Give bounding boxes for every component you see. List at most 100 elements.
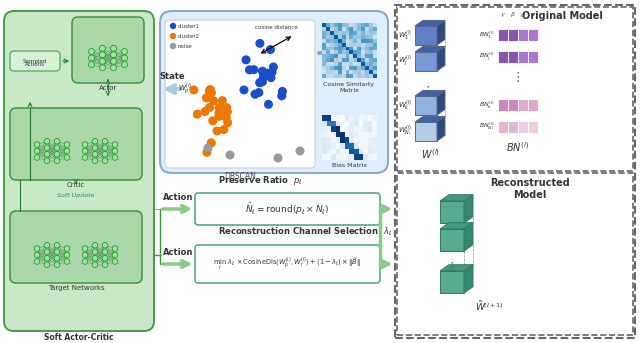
Text: $W_j^{(l)}$: $W_j^{(l)}$ bbox=[398, 54, 412, 69]
Circle shape bbox=[64, 246, 70, 251]
FancyBboxPatch shape bbox=[10, 51, 60, 71]
Text: Cosine Similarty
Matrix: Cosine Similarty Matrix bbox=[323, 82, 374, 93]
Circle shape bbox=[223, 104, 230, 111]
Circle shape bbox=[259, 68, 266, 75]
Text: $\tilde{W}^{(l+1)}$: $\tilde{W}^{(l+1)}$ bbox=[475, 299, 504, 313]
Circle shape bbox=[215, 113, 223, 120]
Circle shape bbox=[82, 252, 88, 258]
Bar bbox=[528, 121, 538, 133]
Circle shape bbox=[54, 262, 60, 268]
Circle shape bbox=[54, 139, 60, 144]
Circle shape bbox=[34, 148, 40, 154]
Circle shape bbox=[34, 142, 40, 147]
FancyBboxPatch shape bbox=[10, 211, 142, 283]
Circle shape bbox=[112, 246, 118, 251]
Polygon shape bbox=[437, 20, 445, 45]
Polygon shape bbox=[437, 116, 445, 141]
Circle shape bbox=[111, 45, 116, 51]
Circle shape bbox=[111, 52, 116, 58]
Circle shape bbox=[269, 63, 277, 71]
Polygon shape bbox=[440, 223, 473, 229]
Text: DBSCAN: DBSCAN bbox=[224, 172, 256, 181]
Bar bbox=[395, 5, 635, 338]
Circle shape bbox=[203, 94, 210, 102]
Bar bbox=[528, 29, 538, 41]
FancyBboxPatch shape bbox=[165, 20, 315, 168]
Circle shape bbox=[213, 127, 221, 135]
Circle shape bbox=[44, 249, 50, 255]
Circle shape bbox=[54, 158, 60, 164]
Text: $BN^{(l)}$: $BN^{(l)}$ bbox=[506, 140, 530, 154]
Circle shape bbox=[222, 114, 230, 121]
Circle shape bbox=[64, 259, 70, 264]
Circle shape bbox=[205, 87, 213, 95]
Text: $\hat{N}_\ell = \mathrm{round}(p_\ell \times N_\ell)$: $\hat{N}_\ell = \mathrm{round}(p_\ell \t… bbox=[244, 201, 329, 217]
Bar bbox=[397, 7, 633, 171]
Circle shape bbox=[102, 152, 108, 157]
Circle shape bbox=[278, 87, 286, 95]
Polygon shape bbox=[440, 201, 464, 223]
Circle shape bbox=[209, 117, 216, 125]
Bar bbox=[498, 121, 508, 133]
Circle shape bbox=[54, 152, 60, 157]
Circle shape bbox=[250, 66, 258, 73]
Text: Preserve Ratio  $p_\ell$: Preserve Ratio $p_\ell$ bbox=[218, 174, 303, 187]
Circle shape bbox=[99, 58, 106, 64]
Polygon shape bbox=[415, 26, 437, 45]
FancyBboxPatch shape bbox=[160, 11, 388, 173]
Polygon shape bbox=[464, 265, 473, 293]
Text: Reconstructed
Model: Reconstructed Model bbox=[490, 178, 570, 200]
Text: ⋮: ⋮ bbox=[512, 71, 524, 84]
Text: ⋮: ⋮ bbox=[445, 260, 458, 273]
Circle shape bbox=[111, 65, 116, 71]
Circle shape bbox=[215, 110, 223, 117]
Circle shape bbox=[82, 148, 88, 154]
Circle shape bbox=[64, 252, 70, 258]
Bar bbox=[518, 29, 528, 41]
Circle shape bbox=[112, 155, 118, 160]
Circle shape bbox=[44, 145, 50, 151]
Circle shape bbox=[170, 34, 175, 38]
Text: Original Model: Original Model bbox=[522, 11, 602, 21]
Circle shape bbox=[82, 155, 88, 160]
Circle shape bbox=[122, 61, 127, 68]
Text: $BN_k^{(l)}$: $BN_k^{(l)}$ bbox=[479, 99, 495, 111]
Bar bbox=[518, 99, 528, 111]
Circle shape bbox=[88, 55, 95, 61]
Circle shape bbox=[296, 147, 304, 155]
Text: Actions: Actions bbox=[25, 62, 45, 68]
Circle shape bbox=[112, 142, 118, 147]
Circle shape bbox=[54, 145, 60, 151]
Text: ⋮: ⋮ bbox=[422, 84, 435, 97]
Bar bbox=[508, 51, 518, 63]
Circle shape bbox=[102, 139, 108, 144]
Circle shape bbox=[112, 148, 118, 154]
Polygon shape bbox=[437, 91, 445, 115]
Circle shape bbox=[44, 243, 50, 248]
Polygon shape bbox=[415, 20, 445, 26]
Text: Actor: Actor bbox=[99, 85, 117, 91]
Circle shape bbox=[226, 151, 234, 159]
Circle shape bbox=[102, 158, 108, 164]
Circle shape bbox=[44, 256, 50, 261]
Circle shape bbox=[267, 74, 275, 82]
Bar bbox=[498, 99, 508, 111]
Circle shape bbox=[122, 55, 127, 61]
Circle shape bbox=[203, 149, 211, 156]
Circle shape bbox=[256, 79, 264, 86]
Circle shape bbox=[207, 139, 215, 146]
Circle shape bbox=[170, 24, 175, 28]
Polygon shape bbox=[415, 46, 445, 52]
Circle shape bbox=[64, 155, 70, 160]
Polygon shape bbox=[440, 229, 464, 251]
Circle shape bbox=[190, 86, 198, 94]
Circle shape bbox=[44, 262, 50, 268]
Circle shape bbox=[170, 44, 175, 48]
Circle shape bbox=[201, 108, 209, 116]
Circle shape bbox=[92, 249, 98, 255]
Polygon shape bbox=[415, 122, 437, 141]
Text: Action: Action bbox=[163, 193, 193, 202]
Circle shape bbox=[255, 89, 262, 96]
Text: $W_p^{(l)}$: $W_p^{(l)}$ bbox=[178, 82, 192, 96]
Circle shape bbox=[256, 39, 264, 47]
